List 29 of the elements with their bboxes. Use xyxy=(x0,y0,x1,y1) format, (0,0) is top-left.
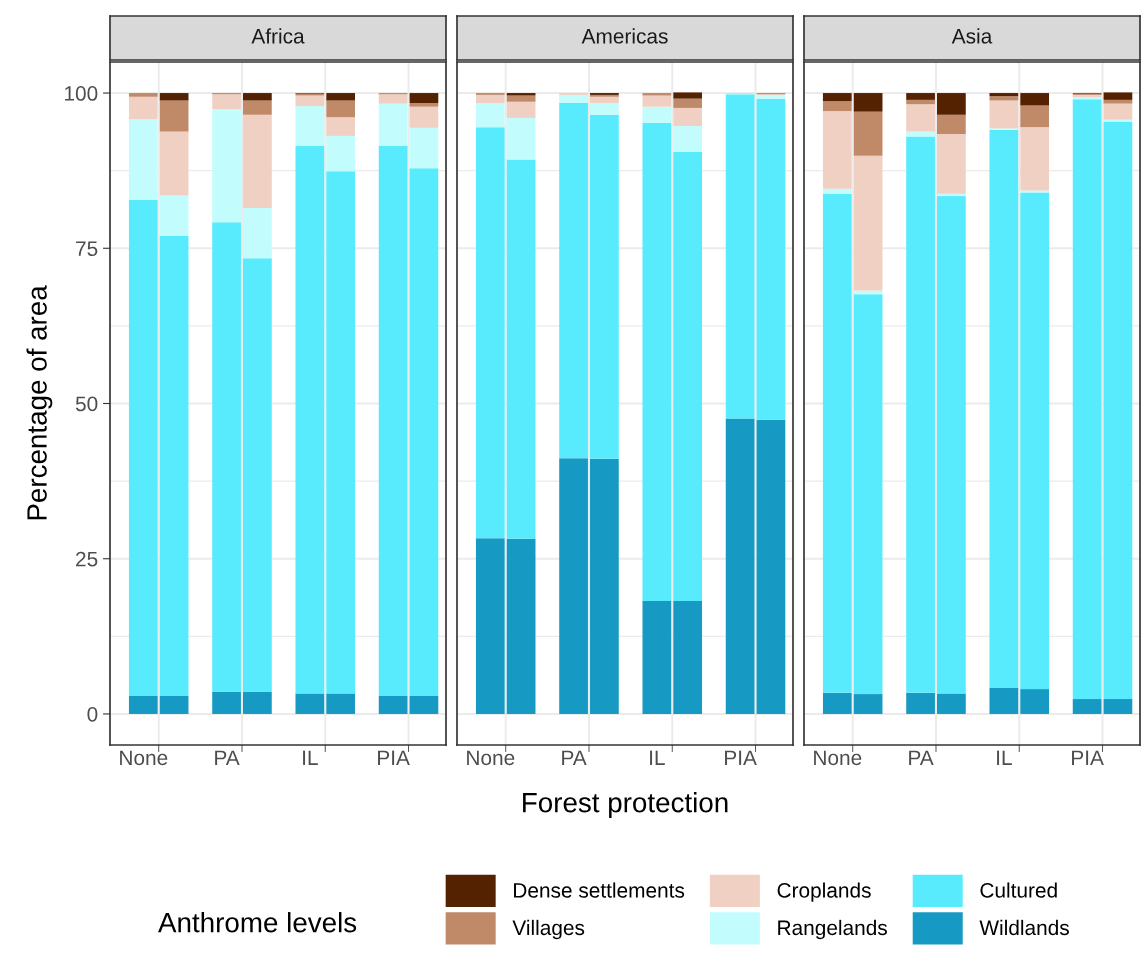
y-tick-label: 75 xyxy=(76,241,98,257)
x-tick-label: PIA xyxy=(725,750,757,765)
x-tick-label: None xyxy=(120,750,168,766)
chart-title: Americas xyxy=(581,28,668,44)
chart-title: Africa xyxy=(251,28,305,44)
legend-label: Croplands xyxy=(777,882,871,902)
x-tick-label: PIA xyxy=(378,750,410,765)
legend-label: Villages xyxy=(512,919,585,940)
x-tick-label: IL xyxy=(303,750,318,765)
x-tick-label: IL xyxy=(650,750,665,765)
x-axis-title: Forest protection xyxy=(523,792,728,818)
y-tick-label: 25 xyxy=(76,551,98,567)
x-tick-label: PA xyxy=(909,750,934,765)
x-tick-label: PA xyxy=(562,750,587,765)
legend-title: Anthrome levels xyxy=(158,912,357,933)
legend-label: Cultured xyxy=(980,882,1057,898)
x-tick-label: IL xyxy=(997,750,1012,765)
legend-label: Wildlands xyxy=(979,919,1069,936)
y-axis-title: Percentage of area xyxy=(26,285,53,520)
y-tick-label: 50 xyxy=(75,396,98,412)
legend-label: Dense settlements xyxy=(514,882,685,898)
y-tick-label: 100 xyxy=(65,86,98,101)
x-tick-label: PA xyxy=(215,750,240,765)
x-tick-label: None xyxy=(467,750,515,766)
legend-label: Rangelands xyxy=(778,919,887,940)
x-tick-label: PIA xyxy=(1072,750,1104,765)
x-tick-label: None xyxy=(814,750,862,766)
chart-title: Asia xyxy=(951,28,993,44)
y-tick-label: 0 xyxy=(87,706,98,722)
